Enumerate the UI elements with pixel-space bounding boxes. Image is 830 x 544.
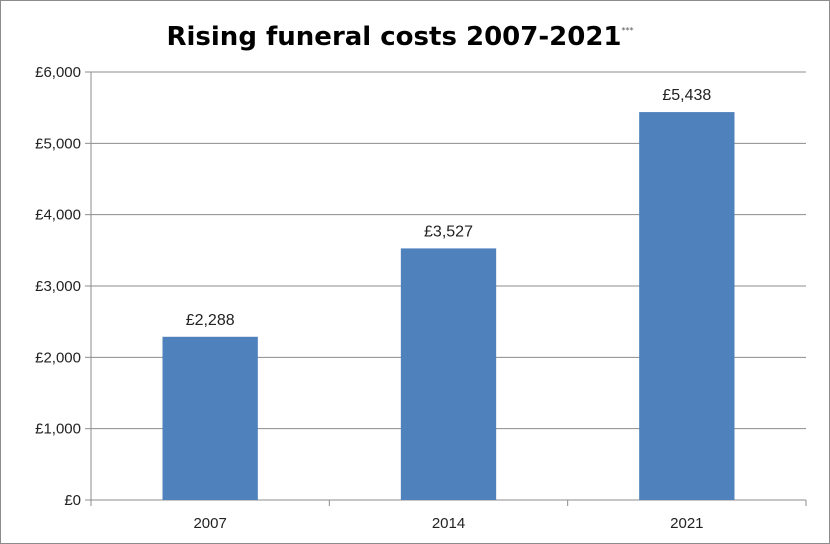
x-tick-label: 2007 xyxy=(193,515,226,532)
chart-title-text: Rising funeral costs 2007-2021 xyxy=(166,22,621,52)
y-tick-label: £4,000 xyxy=(35,207,81,224)
x-tick-labels: 2007 2014 2021 xyxy=(193,515,703,532)
y-tick-label: £6,000 xyxy=(35,64,81,81)
data-labels: £2,288 £3,527 £5,438 xyxy=(186,87,712,329)
y-tick-label: £5,000 xyxy=(35,135,81,152)
chart-title: Rising funeral costs 2007-2021*** xyxy=(166,22,633,52)
y-tick-label: £3,000 xyxy=(35,278,81,295)
y-tick-labels: £0 £1,000 £2,000 £3,000 £4,000 £5,000 £6,000 xyxy=(35,64,81,509)
y-tick-label: £0 xyxy=(64,492,81,509)
y-tick-label: £2,000 xyxy=(35,349,81,366)
data-label: £2,288 xyxy=(186,312,235,329)
chart-title-mark: *** xyxy=(622,26,634,35)
data-label: £3,527 xyxy=(424,223,473,240)
bars xyxy=(162,112,735,501)
x-tick-label: 2021 xyxy=(670,515,703,532)
x-tick-label: 2014 xyxy=(432,515,465,532)
bar-2014 xyxy=(400,248,497,500)
data-label: £5,438 xyxy=(662,87,711,104)
bar-2021 xyxy=(639,112,735,501)
y-tick-label: £1,000 xyxy=(35,421,81,438)
bar-2007 xyxy=(162,336,258,500)
